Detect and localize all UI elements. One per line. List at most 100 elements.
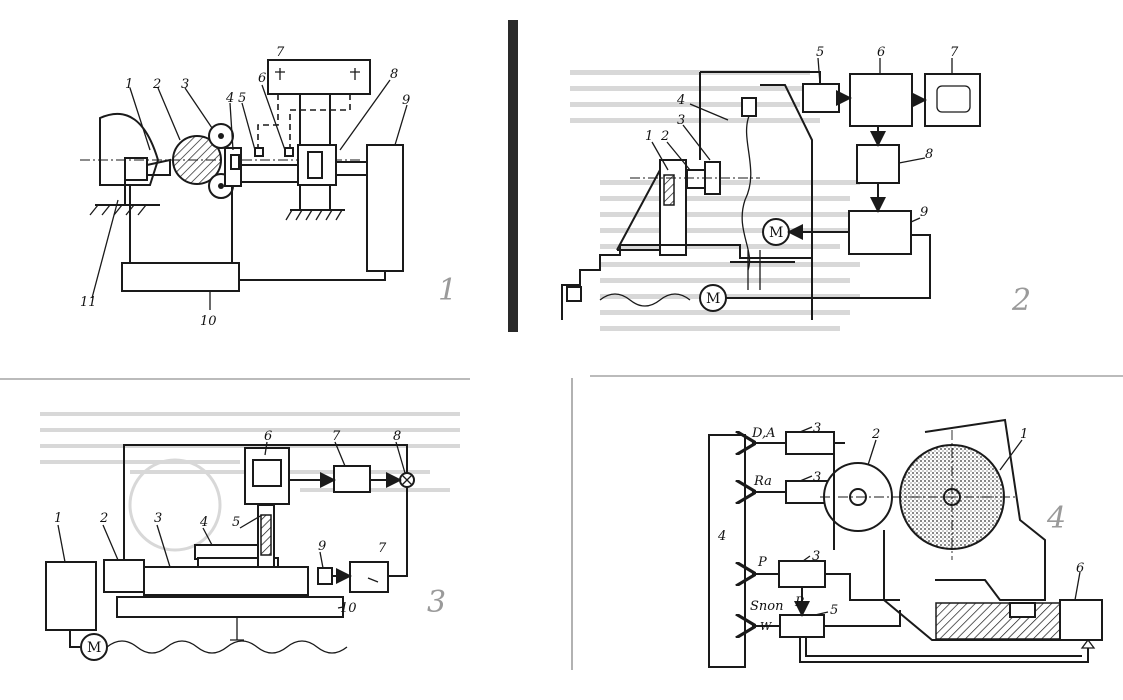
workpiece-4 [197,557,279,568]
label-3-8: 8 [393,429,401,444]
unit-3-7b [349,561,389,593]
unit-3-1 [45,561,97,631]
signal-spop: Sпоп [750,599,783,614]
label-4-3a: 3 [813,421,821,436]
link-10 [129,185,386,281]
page-number-4: 4 [1046,501,1066,536]
block-9 [848,210,912,255]
panel-1-diagram: 1 2 3 4 5 6 7 8 9 10 11 1 [80,45,457,329]
monitor-screen [936,85,971,113]
block-7-monitor [924,73,981,127]
comparator-cross [401,474,413,486]
sensor-3-da [785,431,835,455]
label-2-9: 9 [920,205,928,220]
column [299,95,331,145]
carriage-ground [285,209,343,221]
roller-bottom-pin [218,183,224,189]
signal-p1: P [757,555,767,570]
dashed-links [257,94,351,148]
link-9-motor-bottom [726,234,931,299]
leader-lines [91,79,408,310]
label-3-2: 2 [99,511,108,526]
signal-da: D,A [751,426,775,441]
ground-hatch [89,204,147,216]
unit-7-symbols [275,68,360,80]
label-4-3b: 3 [813,470,821,485]
label-3-7b: 7 [378,541,387,556]
base-slot [1009,602,1036,618]
label-8: 8 [390,67,398,82]
label-3-6: 6 [264,429,272,444]
label-2-1: 1 [645,129,653,144]
block-6 [849,73,913,127]
motor-vertical-label: M [769,225,783,241]
page-number-1: 1 [438,273,457,308]
clamp-4 [194,544,268,560]
signal-p2: P [794,595,804,610]
label-3-4: 4 [199,515,208,530]
label-2-2: 2 [660,129,669,144]
label-1: 1 [125,77,133,92]
label-4-wheel1: 1 [1020,427,1028,442]
support-strut [616,169,661,251]
label-4: 4 [225,91,234,106]
carriage-inner [307,151,323,179]
feedback-arrow [1080,638,1096,649]
nut-link [230,617,244,641]
panel-3-diagram: M 1 2 3 4 5 6 7 7 8 9 10 3 [0,378,470,661]
label-3-10: 10 [340,601,357,616]
label-7: 7 [276,45,285,60]
signal-w: W [760,620,773,633]
faint-background-text [570,70,860,331]
unit-7 [267,59,371,95]
head-6-screen [252,459,282,487]
link-1-motor [69,630,80,648]
label-3-1: 1 [54,511,62,526]
sensor-6 [284,147,294,157]
drive-6 [1059,599,1103,641]
unit-9 [366,144,404,272]
label-2-4: 4 [676,93,685,108]
label-2-6: 6 [877,45,885,60]
sensor-9 [317,567,333,585]
sensor-5 [254,147,264,157]
page-number-2: 2 [1011,283,1031,318]
spindle-block [124,157,148,181]
unit-3-2 [103,559,145,593]
feedback-line [799,637,1089,663]
workpiece-shaft [146,158,171,176]
wheel-2-link [833,442,845,550]
label-3-5: 5 [232,515,240,530]
label-2-8: 8 [925,147,933,162]
signal-ra: Ra [753,474,772,489]
feedback-line-2 [805,637,1082,657]
motor-3-label: M [87,640,101,656]
panel-2-diagram: M M 1 2 3 4 5 6 7 8 9 2 [508,20,1031,332]
sensor-3-p [778,560,826,588]
label-9: 9 [402,93,410,108]
label-3-7a: 7 [332,429,341,444]
unit-5 [779,614,825,638]
label-4-1-wheel2: 2 [871,427,880,442]
part-2 [686,169,706,189]
carriage-legs [299,185,331,210]
loop-line [123,444,408,560]
label-11: 11 [80,295,97,310]
leader-lines-3 [57,441,406,609]
sensor-4 [230,154,240,170]
base-hatch [935,602,1061,640]
end-block [566,286,582,302]
label-2: 2 [152,77,161,92]
link-7-8 [388,487,408,577]
leader-lines-4 [799,426,1081,616]
probe-hatch [260,514,272,556]
column-4-outline [760,84,813,300]
roller-top-pin [218,133,224,139]
bed-10 [116,596,344,618]
unit-3-7a [333,465,371,493]
label-3-3: 3 [154,511,162,526]
label-3-9: 9 [318,539,326,554]
label-4-6: 6 [1076,561,1084,576]
